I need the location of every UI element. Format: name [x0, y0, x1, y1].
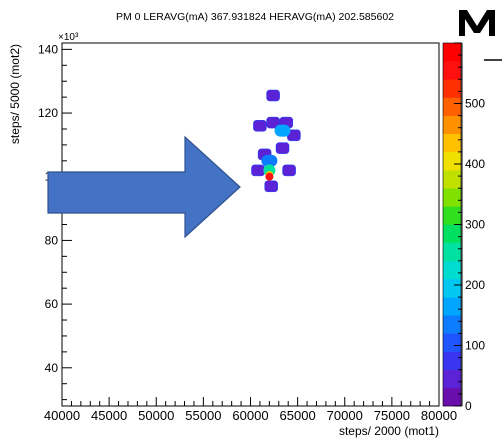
heatmap-cell — [275, 142, 290, 154]
colorbar-segment — [443, 133, 461, 153]
color-scale-axis: 0 100 200 300 400 500 — [454, 42, 485, 413]
colorbar-tick-label: 100 — [465, 339, 485, 353]
colorbar-tick-label: 300 — [465, 218, 485, 232]
y-axis-title: steps/ 5000 (mot2) — [8, 44, 22, 144]
y-tick-label: 120 — [38, 106, 58, 120]
y-tick-label: 80 — [45, 233, 59, 247]
x-tick-label: 70000 — [327, 408, 363, 423]
plot-frame — [61, 42, 440, 407]
heatmap-cell — [274, 124, 291, 137]
heatmap-cell — [266, 89, 280, 102]
x-axis: 40000 45000 50000 55000 60000 65000 70000 75000… — [44, 397, 457, 423]
y-exponent-label: ×10³ — [58, 32, 79, 43]
colorbar-segment — [443, 115, 461, 135]
chart-title: PM 0 LERAVG(mA) 367.931824 HERAVG(mA) 20… — [116, 11, 394, 23]
colorbar-segment — [443, 315, 461, 334]
colorbar-segment — [443, 260, 461, 280]
heatmap-cell — [282, 164, 296, 177]
y-tick-label: 60 — [45, 297, 59, 311]
x-tick-label: 55000 — [185, 408, 221, 423]
colorbar-segment — [443, 224, 461, 243]
colorbar-tick-label: 500 — [465, 97, 485, 111]
colorbar-segment — [443, 151, 461, 171]
heatmap-cell — [251, 164, 265, 177]
x-tick-label: 60000 — [232, 408, 268, 423]
colorbar-segment — [443, 170, 461, 189]
colorbar-tick-label: 400 — [465, 157, 485, 171]
y-axis: 40608010120140 — [38, 42, 72, 401]
heatmap-cells — [251, 89, 301, 193]
x-tick-label: 45000 — [91, 408, 127, 423]
colorbar-tick-label: 0 — [465, 399, 472, 413]
heatmap-cell — [253, 120, 267, 132]
colorbar-segment — [443, 351, 461, 370]
x-tick-label: 65000 — [280, 408, 316, 423]
heatmap-cell — [265, 172, 274, 181]
y-tick-label: 40 — [45, 361, 59, 375]
color-scale-bar — [442, 42, 462, 407]
colorbar-segment — [443, 369, 461, 389]
arrow-annotation-icon — [47, 135, 241, 239]
x-axis-title: steps/ 2000 (mot1) — [339, 424, 439, 438]
colorbar-segment — [443, 297, 461, 316]
colorbar-segment — [443, 278, 461, 298]
colorbar-segment — [443, 61, 461, 80]
colorbar-segment — [443, 206, 461, 225]
clipped-slide-glyph-icon — [459, 10, 495, 36]
x-tick-label: 80000 — [421, 408, 457, 423]
heatmap-cell — [264, 180, 278, 193]
colorbar-segment — [443, 97, 461, 116]
colorbar-segment — [443, 387, 461, 407]
y-tick-label: 140 — [38, 42, 58, 56]
colorbar-segment — [443, 79, 461, 98]
x-tick-label: 50000 — [138, 408, 174, 423]
colorbar-segment — [443, 188, 461, 207]
x-tick-label: 40000 — [44, 408, 80, 423]
colorbar-segment — [443, 242, 461, 262]
x-tick-label: 75000 — [374, 408, 410, 423]
colorbar-segment — [443, 43, 461, 62]
colorbar-segment — [443, 333, 461, 352]
heatmap-cell — [261, 154, 278, 167]
colorbar-tick-label: 200 — [465, 278, 485, 292]
